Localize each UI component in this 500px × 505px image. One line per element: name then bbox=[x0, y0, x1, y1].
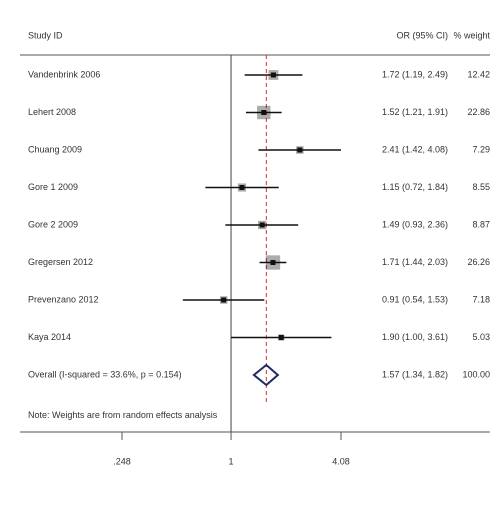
weight-label: 7.29 bbox=[472, 144, 490, 154]
study-point bbox=[297, 147, 303, 153]
weight-label: 100.00 bbox=[462, 369, 490, 379]
note: Note: Weights are from random effects an… bbox=[28, 410, 218, 420]
study-point bbox=[239, 185, 245, 190]
ci-label: 2.41 (1.42, 4.08) bbox=[382, 144, 448, 154]
study-name: Gregersen 2012 bbox=[28, 257, 93, 267]
column-header: % weight bbox=[453, 30, 490, 40]
study-point bbox=[259, 222, 265, 228]
weight-label: 22.86 bbox=[467, 107, 490, 117]
study-name: Chuang 2009 bbox=[28, 144, 82, 154]
study-name: Lehert 2008 bbox=[28, 107, 76, 117]
weight-label: 5.03 bbox=[472, 332, 490, 342]
ci-label: 1.49 (0.93, 2.36) bbox=[382, 219, 448, 229]
study-name: Vandenbrink 2006 bbox=[28, 69, 100, 79]
ci-label: 1.15 (0.72, 1.84) bbox=[382, 182, 448, 192]
study-name: Prevenzano 2012 bbox=[28, 294, 99, 304]
ci-label: 0.91 (0.54, 1.53) bbox=[382, 294, 448, 304]
ci-label: 1.90 (1.00, 3.61) bbox=[382, 332, 448, 342]
study-name: Kaya 2014 bbox=[28, 332, 71, 342]
ci-label: 1.71 (1.44, 2.03) bbox=[382, 257, 448, 267]
study-point bbox=[270, 260, 276, 265]
study-point bbox=[261, 110, 267, 115]
x-tick-label: .248 bbox=[113, 456, 131, 466]
overall-name: Overall (I-squared = 33.6%, p = 0.154) bbox=[28, 369, 182, 379]
x-tick-label: 4.08 bbox=[332, 456, 350, 466]
weight-label: 8.55 bbox=[472, 182, 490, 192]
study-name: Gore 1 2009 bbox=[28, 182, 78, 192]
weight-label: 12.42 bbox=[467, 69, 490, 79]
study-point bbox=[278, 335, 284, 340]
weight-label: 26.26 bbox=[467, 257, 490, 267]
weight-label: 8.87 bbox=[472, 219, 490, 229]
ci-label: 1.72 (1.19, 2.49) bbox=[382, 69, 448, 79]
study-point bbox=[221, 297, 227, 303]
overall-diamond bbox=[252, 363, 280, 387]
column-header: OR (95% CI) bbox=[396, 30, 448, 40]
x-tick-label: 1 bbox=[229, 456, 234, 466]
study-name: Gore 2 2009 bbox=[28, 219, 78, 229]
weight-label: 7.18 bbox=[472, 294, 490, 304]
ci-label: 1.52 (1.21, 1.91) bbox=[382, 107, 448, 117]
ci-label: 1.57 (1.34, 1.82) bbox=[382, 369, 448, 379]
study-point bbox=[270, 72, 276, 78]
column-header: Study ID bbox=[28, 30, 63, 40]
